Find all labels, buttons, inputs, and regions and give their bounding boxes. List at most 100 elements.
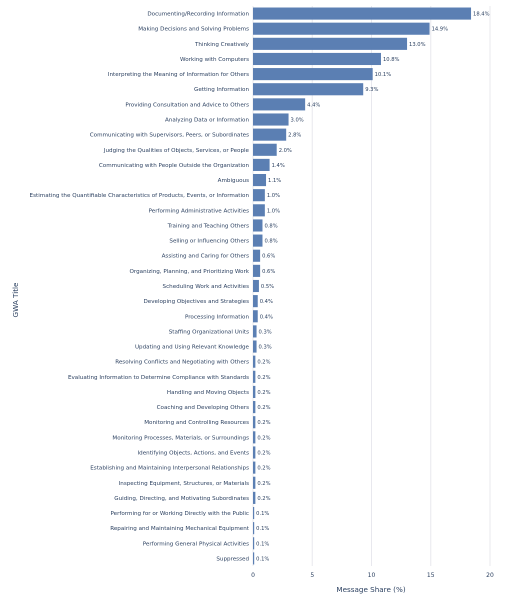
data-label: 0.2%	[257, 481, 270, 487]
x-axis-title: Message Share (%)	[336, 585, 405, 594]
category-label: Developing Objectives and Strategies	[143, 299, 249, 305]
category-label: Updating and Using Relevant Knowledge	[135, 345, 250, 351]
bar	[253, 340, 257, 353]
bar	[253, 234, 263, 247]
category-label: Performing Administrative Activities	[149, 208, 249, 214]
data-label: 13.0%	[409, 42, 426, 48]
category-labels: Documenting/Recording Information Making …	[30, 12, 250, 563]
data-label: 0.1%	[256, 556, 269, 562]
bar	[253, 264, 261, 277]
bar	[253, 68, 373, 81]
bar	[253, 461, 256, 474]
category-label: Monitoring Processes, Materials, or Surr…	[112, 435, 249, 441]
data-label: 1.0%	[267, 193, 280, 199]
category-label: Documenting/Recording Information	[147, 12, 249, 18]
data-label: 0.3%	[259, 345, 272, 351]
bar	[253, 310, 258, 323]
bar	[253, 522, 255, 535]
category-label: Interpreting the Meaning of Information …	[108, 72, 249, 78]
bar	[253, 22, 430, 35]
category-label: Staffing Organizational Units	[169, 329, 249, 335]
category-label: Judging the Qualities of Objects, Servic…	[103, 148, 250, 154]
category-label: Scheduling Work and Activities	[163, 284, 250, 290]
category-label: Inspecting Equipment, Structures, or Mat…	[119, 481, 249, 487]
data-label: 18.4%	[473, 12, 490, 18]
data-label: 0.1%	[256, 526, 269, 532]
bar	[253, 355, 256, 368]
category-label: Training and Teaching Others	[167, 223, 249, 229]
x-tick-label: 15	[427, 572, 435, 579]
category-label: Working with Computers	[180, 57, 249, 63]
category-label: Handling and Moving Objects	[167, 390, 249, 396]
category-label: Estimating the Quantifiable Characterist…	[30, 193, 250, 199]
bar	[253, 174, 267, 187]
category-label: Thinking Creatively	[194, 42, 250, 48]
category-label: Performing General Physical Activities	[143, 541, 249, 547]
category-label: Communicating with Supervisors, Peers, o…	[90, 133, 249, 139]
x-tick-label: 20	[486, 572, 494, 579]
data-label: 0.1%	[256, 511, 269, 517]
bar	[253, 295, 258, 308]
x-tick-label: 5	[310, 572, 314, 579]
category-label: Communicating with People Outside the Or…	[99, 163, 250, 169]
category-label: Identifying Objects, Actions, and Events	[138, 450, 250, 456]
data-label: 0.2%	[257, 405, 270, 411]
category-label: Establishing and Maintaining Interperson…	[90, 466, 249, 472]
category-label: Resolving Conflicts and Negotiating with…	[115, 360, 249, 366]
bar	[253, 113, 289, 126]
data-label: 0.1%	[256, 541, 269, 547]
bar	[253, 401, 256, 414]
data-label: 14.9%	[432, 27, 449, 33]
data-label: 0.2%	[257, 435, 270, 441]
bar	[253, 7, 472, 20]
data-label: 3.0%	[291, 118, 304, 124]
data-labels: 18.4% 14.9% 13.0% 10.8% 10.1% 9.3% 4.4% 3.0% 2.8…	[256, 12, 489, 563]
data-label: 1.4%	[272, 163, 285, 169]
category-label: Assisting and Caring for Others	[162, 254, 249, 260]
bar	[253, 446, 256, 459]
data-label: 0.2%	[257, 420, 270, 426]
bar	[253, 506, 255, 520]
category-label: Analyzing Data or Information	[165, 118, 249, 124]
category-label: Repairing and Maintaining Mechanical Equ…	[110, 526, 250, 532]
data-label: 2.0%	[279, 148, 292, 154]
bar	[253, 491, 256, 504]
data-label: 0.8%	[264, 239, 277, 245]
category-label: Evaluating Information to Determine Comp…	[68, 375, 249, 381]
data-label: 0.4%	[260, 299, 273, 305]
bar	[253, 204, 265, 217]
data-label: 0.6%	[262, 254, 275, 260]
bar	[253, 370, 256, 383]
bar	[253, 325, 257, 338]
data-label: 0.2%	[257, 375, 270, 381]
data-label: 0.2%	[257, 466, 270, 472]
bar	[253, 431, 256, 444]
bar	[253, 158, 270, 171]
category-label: Monitoring and Controlling Resources	[144, 420, 249, 426]
y-axis-title: GWA Title	[11, 282, 20, 317]
bar	[253, 385, 256, 398]
bar	[253, 279, 259, 293]
bar	[253, 37, 408, 50]
bar	[253, 143, 277, 156]
category-label: Organizing, Planning, and Prioritizing W…	[130, 269, 250, 275]
category-label: Providing Consultation and Advice to Oth…	[125, 102, 249, 108]
bar	[253, 537, 255, 550]
category-label: Ambiguous	[218, 178, 249, 184]
data-label: 0.3%	[259, 329, 272, 335]
data-label: 0.2%	[257, 496, 270, 502]
category-label: Guiding, Directing, and Motivating Subor…	[114, 496, 249, 502]
x-tick-label: 10	[368, 572, 376, 579]
category-label: Performing for or Working Directly with …	[111, 511, 250, 517]
bar	[253, 249, 261, 262]
category-label: Processing Information	[185, 314, 249, 320]
data-label: 0.2%	[257, 360, 270, 366]
bar	[253, 98, 306, 111]
category-label: Suppressed	[216, 556, 249, 562]
bar	[253, 552, 255, 565]
bar	[253, 52, 381, 66]
data-label: 0.8%	[264, 223, 277, 229]
data-label: 0.2%	[257, 450, 270, 456]
data-label: 0.5%	[261, 284, 274, 290]
bar	[253, 476, 256, 489]
